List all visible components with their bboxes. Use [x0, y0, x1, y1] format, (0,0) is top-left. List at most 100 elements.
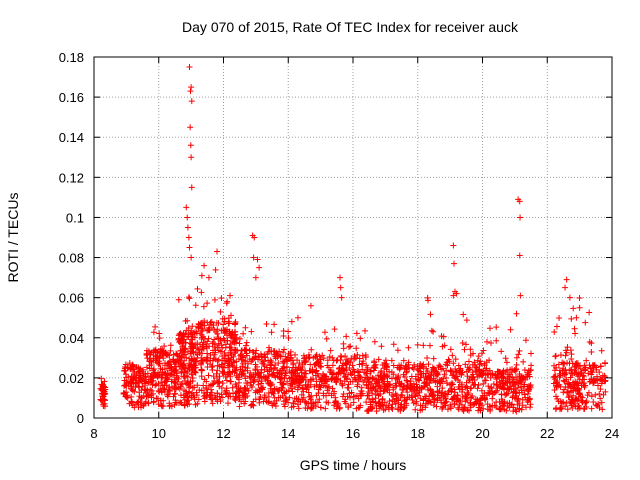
y-tick-label: 0.08: [59, 251, 84, 266]
data-point: [564, 359, 571, 366]
data-point: [343, 366, 350, 373]
data-point: [188, 98, 195, 105]
data-point: [248, 358, 255, 365]
data-point: [557, 351, 564, 358]
data-point: [168, 378, 175, 385]
data-point: [447, 381, 454, 388]
data-point: [262, 354, 269, 361]
data-point: [354, 381, 361, 388]
data-point: [211, 377, 218, 384]
data-point: [440, 393, 447, 400]
data-point: [224, 364, 231, 371]
data-point: [484, 371, 491, 378]
data-point: [232, 320, 239, 327]
data-point: [434, 383, 441, 390]
data-point: [175, 358, 182, 365]
data-point: [552, 353, 559, 360]
data-point: [519, 402, 526, 409]
data-point: [342, 373, 349, 380]
data-point: [188, 357, 195, 364]
data-point: [211, 296, 218, 303]
data-point: [198, 272, 205, 279]
data-point: [214, 248, 221, 255]
data-point: [158, 389, 165, 396]
data-point: [573, 396, 580, 403]
data-point: [347, 343, 354, 350]
data-point: [285, 350, 292, 357]
data-point: [175, 336, 182, 343]
data-point: [226, 320, 233, 327]
data-point: [219, 315, 226, 322]
data-point: [401, 373, 408, 380]
data-point: [209, 381, 216, 388]
data-point: [525, 386, 532, 393]
data-point: [592, 391, 599, 398]
y-tick-label: 0.16: [59, 90, 84, 105]
data-point: [597, 376, 604, 383]
data-point: [473, 368, 480, 375]
data-point: [139, 378, 146, 385]
data-point: [280, 328, 287, 335]
data-point: [242, 385, 249, 392]
data-point: [454, 396, 461, 403]
data-point: [405, 361, 412, 368]
data-point: [527, 350, 534, 357]
data-point: [168, 370, 175, 377]
data-point: [324, 387, 331, 394]
data-point: [586, 338, 593, 345]
data-point: [513, 310, 520, 317]
data-point: [194, 345, 201, 352]
data-point: [154, 395, 161, 402]
data-point: [588, 375, 595, 382]
data-point: [492, 372, 499, 379]
data-point: [345, 381, 352, 388]
data-point: [447, 346, 454, 353]
data-point: [212, 356, 219, 363]
data-point: [379, 376, 386, 383]
data-point: [327, 347, 334, 354]
data-point: [451, 260, 458, 267]
data-point: [477, 397, 484, 404]
data-point: [400, 357, 407, 364]
data-point: [164, 376, 171, 383]
data-point: [507, 378, 514, 385]
data-point: [156, 335, 163, 342]
data-point: [365, 379, 372, 386]
data-point: [411, 383, 418, 390]
data-point: [305, 351, 312, 358]
data-point: [220, 321, 227, 328]
data-point: [413, 390, 420, 397]
data-point: [188, 184, 195, 191]
data-point: [136, 384, 143, 391]
data-point: [411, 361, 418, 368]
data-point: [480, 405, 487, 412]
data-point: [176, 338, 183, 345]
data-point: [333, 375, 340, 382]
data-point: [263, 320, 270, 327]
data-point: [552, 352, 559, 359]
data-point: [198, 373, 205, 380]
data-point: [489, 395, 496, 402]
data-point: [498, 406, 505, 413]
data-point: [271, 394, 278, 401]
x-tick-label: 14: [281, 426, 295, 441]
data-point: [280, 380, 287, 387]
data-point: [498, 396, 505, 403]
data-point: [390, 341, 397, 348]
data-point: [349, 370, 356, 377]
data-point: [490, 381, 497, 388]
data-point: [178, 369, 185, 376]
data-point: [431, 396, 438, 403]
data-point: [142, 398, 149, 405]
data-point: [346, 390, 353, 397]
data-point: [188, 154, 195, 161]
data-point: [343, 333, 350, 340]
data-point: [404, 381, 411, 388]
data-point: [475, 404, 482, 411]
data-point: [458, 401, 465, 408]
data-point: [237, 366, 244, 373]
data-point: [511, 381, 518, 388]
data-point: [440, 333, 447, 340]
data-point: [162, 350, 169, 357]
y-tick-label: 0.14: [59, 130, 84, 145]
